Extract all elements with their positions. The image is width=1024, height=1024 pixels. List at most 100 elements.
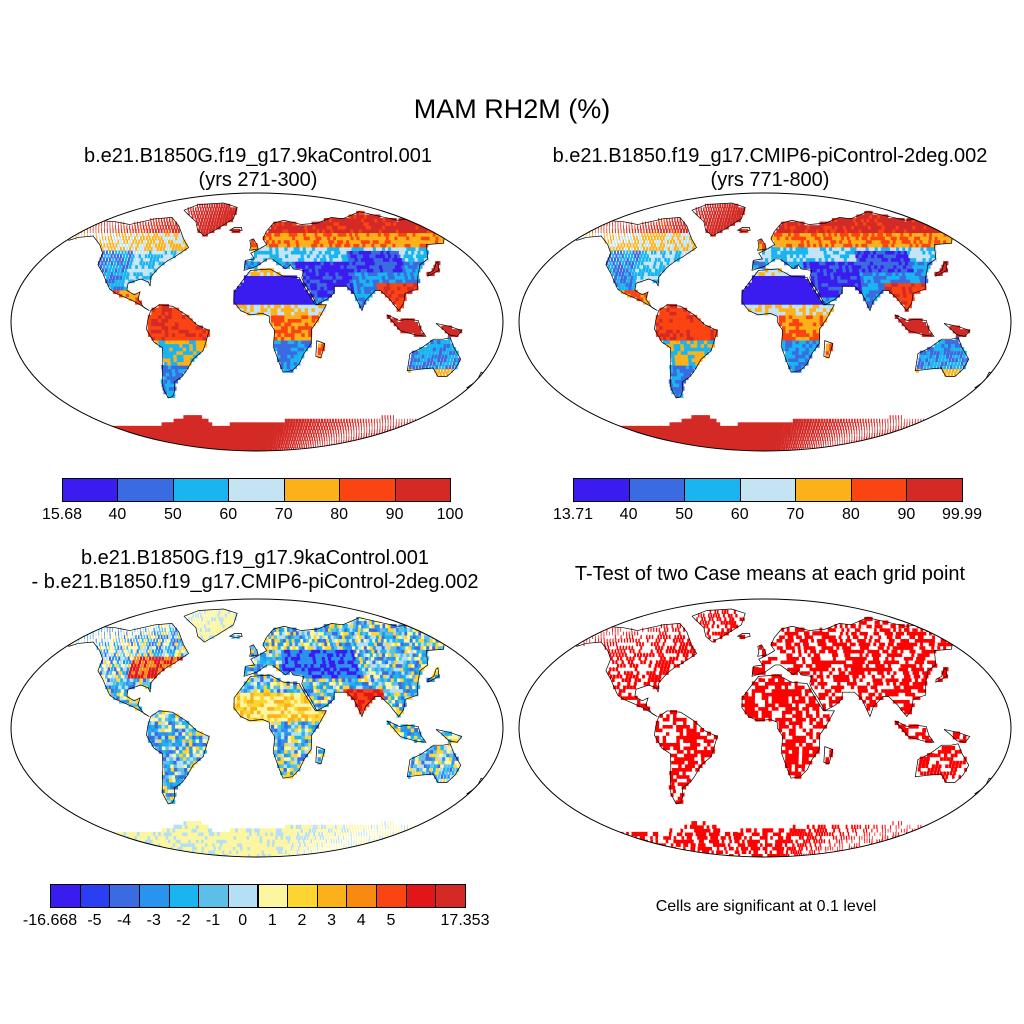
coastline <box>943 323 971 337</box>
coastline <box>146 710 210 805</box>
colorbar-swatch <box>316 884 348 908</box>
coastline <box>243 617 462 718</box>
coastline <box>315 340 326 359</box>
coastline <box>741 674 835 779</box>
colorbar-swatch <box>228 478 285 502</box>
colorbar-swatch <box>138 884 170 908</box>
coastline <box>691 608 746 643</box>
colorbar-label: 5 <box>386 912 396 929</box>
colorbar-case2: 13.71 40 50 60 70 80 90 99.99 <box>553 478 982 523</box>
coastline <box>823 746 834 765</box>
coastline <box>943 729 971 743</box>
coastline <box>935 667 948 683</box>
colorbar-swatch <box>435 884 466 908</box>
colorbar-swatch <box>376 884 407 908</box>
colorbar-label: 50 <box>163 506 182 523</box>
map-border <box>10 598 504 858</box>
colorbar-swatch <box>346 884 378 908</box>
coastline <box>757 644 767 657</box>
colorbar-swatch <box>172 478 230 502</box>
colorbar-swatch <box>198 884 229 908</box>
coastline <box>691 202 746 237</box>
colorbar-label: 1 <box>267 912 277 929</box>
map-cells <box>56 608 488 857</box>
colorbar-swatch <box>109 884 140 908</box>
colorbar-swatch <box>394 478 451 502</box>
map-border <box>518 192 1012 452</box>
colorbar-swatch <box>168 884 200 908</box>
figure-title: MAM RH2M (%) <box>413 94 611 124</box>
coastline <box>63 217 190 311</box>
colorbar-diff: -16.668 -5 -4 -3 -2 -1 0 1 2 3 4 5 17.353 <box>23 884 489 929</box>
colorbar-label: 15.68 <box>41 506 83 523</box>
coastline <box>757 238 767 251</box>
coastline <box>386 720 427 743</box>
colorbar-label: -4 <box>116 912 132 929</box>
coastline <box>741 268 835 373</box>
coastline <box>386 314 427 337</box>
colorbar-label: 80 <box>330 506 349 523</box>
coastline <box>427 667 440 683</box>
coastline <box>654 304 718 399</box>
colorbar-label: 100 <box>436 506 464 523</box>
panel-title-line: T-Test of two Case means at each grid po… <box>574 563 966 585</box>
coastline <box>406 743 462 783</box>
coastline <box>654 710 718 805</box>
panel-title-case2: b.e21.B1850.f19_g17.CMIP6-piControl-2deg… <box>516 144 1024 192</box>
colorbar-label: 0 <box>238 912 248 929</box>
colorbar-swatch <box>573 478 630 502</box>
coastline <box>183 608 238 643</box>
colorbar-swatch <box>62 478 119 502</box>
colorbar-label: 13.71 <box>552 506 594 523</box>
coastline <box>935 261 948 277</box>
panel-title-case1: b.e21.B1850G.f19_g17.9kaControl.001 (yrs… <box>8 144 508 192</box>
coastline <box>736 633 751 639</box>
colorbar-swatch <box>339 478 396 502</box>
coastline <box>894 314 935 337</box>
colorbar-swatch <box>50 884 81 908</box>
colorbar-label: 60 <box>730 506 749 523</box>
colorbar-label: -16.668 <box>22 912 78 929</box>
colorbar-label: -3 <box>146 912 161 929</box>
coastline <box>233 674 327 779</box>
colorbar-label: -1 <box>205 912 221 929</box>
colorbar-swatch <box>79 884 111 908</box>
panel-title-ttest: T-Test of two Case means at each grid po… <box>516 562 1024 586</box>
coastline <box>406 337 462 377</box>
coastline <box>249 644 259 657</box>
panel-title-line: b.e21.B1850.f19_g17.CMIP6-piControl-2deg… <box>552 145 988 167</box>
colorbar-label: 70 <box>274 506 293 523</box>
coastline <box>435 729 463 743</box>
map-panel-ttest <box>518 598 1012 858</box>
coastline <box>146 304 210 399</box>
colorbar-swatch <box>257 884 289 908</box>
colorbar-label: 40 <box>108 506 127 523</box>
colorbar-label: -2 <box>176 912 191 929</box>
colorbar-swatch <box>227 884 259 908</box>
map-panel-diff <box>10 598 504 858</box>
coastline <box>228 227 243 233</box>
panel-title-line: (yrs 271-300) <box>198 169 318 191</box>
colorbar-label: 99.99 <box>941 506 983 523</box>
colorbar-swatch <box>405 884 437 908</box>
coastline <box>228 633 243 639</box>
coastline <box>233 268 327 373</box>
coastline <box>315 746 326 765</box>
colorbar-swatch <box>739 478 797 502</box>
map-cells <box>564 608 996 857</box>
colorbar-label: 17.353 <box>440 912 490 929</box>
colorbar-label: -5 <box>87 912 102 929</box>
colorbar-swatch <box>795 478 852 502</box>
coastline <box>435 323 463 337</box>
panel-title-line: - b.e21.B1850.f19_g17.CMIP6-piControl-2d… <box>31 571 479 593</box>
colorbar-label: 3 <box>327 912 337 929</box>
coastline <box>751 211 970 312</box>
coastline <box>427 261 440 277</box>
colorbar-label: 50 <box>675 506 694 523</box>
map-cells <box>56 202 488 451</box>
colorbar-label: 90 <box>385 506 404 523</box>
panel-title-line: b.e21.B1850G.f19_g17.9kaControl.001 <box>83 145 433 167</box>
colorbar-swatch <box>287 884 318 908</box>
colorbar-swatch <box>117 478 174 502</box>
colorbar-swatch <box>850 478 908 502</box>
